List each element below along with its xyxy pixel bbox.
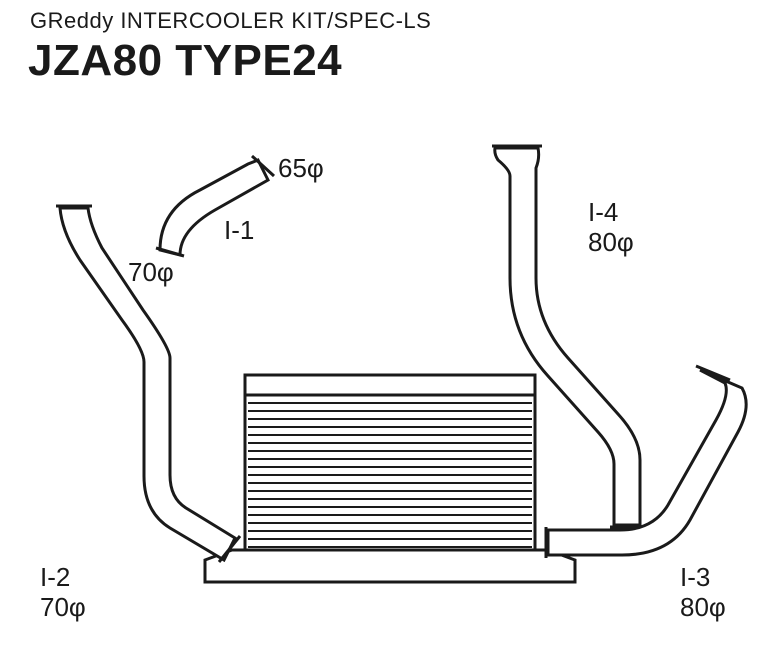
label-i1-name: I-1 [224, 216, 254, 245]
label-i3-name: I-3 [680, 563, 710, 592]
label-i2-name: I-2 [40, 563, 70, 592]
label-i3-dia: 80φ [680, 593, 726, 622]
label-i2-dia: 70φ [40, 593, 86, 622]
label-i1-dia-start: 70φ [128, 258, 174, 287]
intercooler-core [205, 375, 575, 582]
label-i4-dia: 80φ [588, 228, 634, 257]
label-i4-name: I-4 [588, 198, 618, 227]
label-i1-dia-end: 65φ [278, 154, 324, 183]
kit-diagram [0, 0, 775, 646]
